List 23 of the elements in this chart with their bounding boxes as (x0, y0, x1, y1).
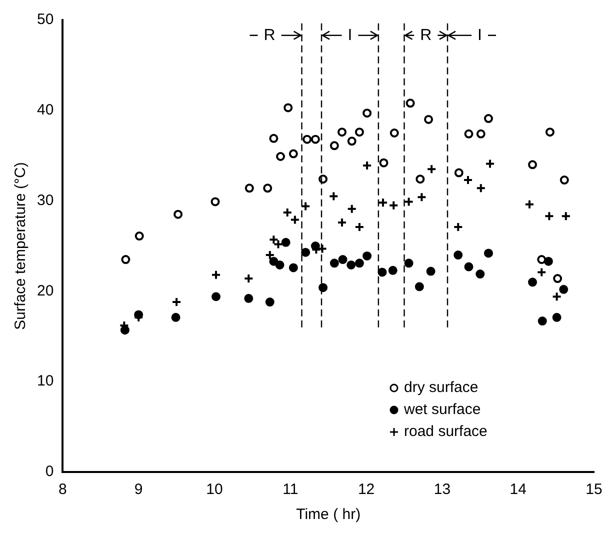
annotation: R (264, 26, 276, 44)
x-tick-label: 9 (134, 481, 143, 498)
y-axis-title: Surface temperature (°C) (12, 162, 30, 330)
x-axis-title: Time ( hr) (296, 506, 361, 524)
y-tick-label: 50 (36, 11, 54, 28)
x-tick-label: 15 (586, 481, 602, 498)
annotation: I (478, 26, 482, 44)
x-tick-label: 8 (58, 481, 67, 498)
y-tick-label: 10 (36, 372, 54, 390)
x-tick-label: 10 (206, 481, 223, 498)
x-tick-label: 14 (510, 481, 526, 498)
y-tick-label: 40 (36, 102, 54, 119)
y-tick-label: 20 (36, 282, 54, 300)
annotation: R (420, 26, 432, 44)
y-tick-label: 0 (45, 463, 54, 480)
legend-label: wet surface (403, 401, 481, 418)
legend-label: dry surface (404, 379, 478, 396)
annotation: I (348, 26, 352, 44)
x-tick-label: 11 (282, 481, 298, 498)
x-tick-label: 13 (434, 481, 451, 498)
y-tick-label: 30 (36, 192, 54, 209)
legend-label: road surface (404, 423, 488, 440)
x-tick-label: 12 (358, 481, 375, 498)
